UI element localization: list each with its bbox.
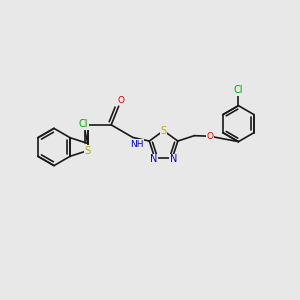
Text: Cl: Cl (79, 119, 88, 129)
Text: O: O (118, 96, 124, 105)
Text: O: O (206, 132, 213, 141)
Text: N: N (150, 154, 157, 164)
Text: Cl: Cl (234, 85, 243, 95)
Text: S: S (160, 126, 166, 136)
Text: NH: NH (130, 140, 143, 148)
Text: N: N (170, 154, 178, 164)
Text: S: S (85, 146, 91, 156)
